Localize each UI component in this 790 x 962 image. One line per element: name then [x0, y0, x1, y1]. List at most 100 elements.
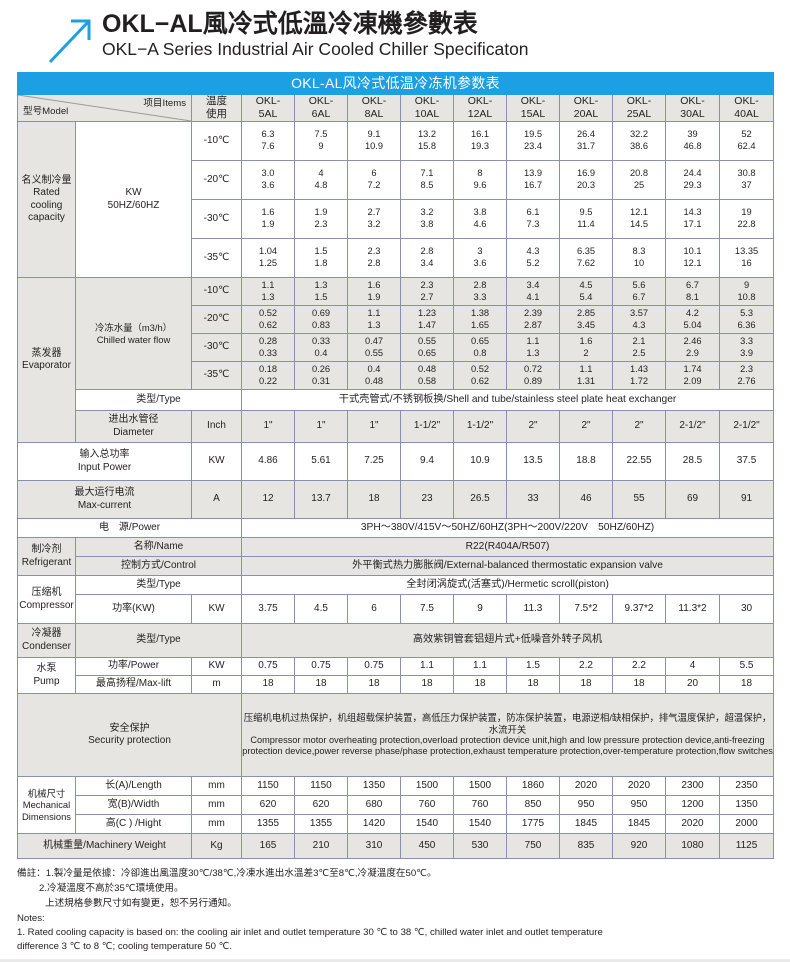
- corner-model-label: 型号Model: [23, 106, 69, 118]
- table-header-row: 型号Model 项目Items 温度 使用 OKL- 5AL OKL- 6AL OK…: [17, 94, 775, 122]
- weight-row: 机械重量/Machinery Weight Kg 165 210 310 450…: [17, 833, 775, 859]
- refrigerant-label: 制冷剂 Refrigerant: [17, 537, 76, 576]
- cooling-2-2: 2.7 3.2: [347, 199, 401, 239]
- evap-temp-2: -30℃: [191, 333, 242, 362]
- cooling-2-6: 9.5 11.4: [559, 199, 613, 239]
- note-cn-2: 2.冷凝溫度不高於35℃環境使用。: [39, 882, 184, 894]
- dimension-1-val-2: 680: [347, 795, 401, 815]
- evap-2-0: 0.28 0.33: [241, 333, 295, 362]
- spec-table-wrap: OKL-AL风冷式低温冷冻机参数表 型号Model 项目Items 温度 使用 …: [0, 72, 790, 859]
- cooling-3-8: 10.1 12.1: [665, 238, 720, 278]
- cooling-3-2: 2.3 2.8: [347, 238, 401, 278]
- evap-3-8: 1.74 2.09: [665, 361, 720, 390]
- compressor-power-val-4: 9: [453, 594, 507, 624]
- pump-power-val-5: 1.5: [506, 657, 560, 676]
- diameter-val-0: 1": [241, 410, 295, 443]
- diameter-val-1: 1": [294, 410, 348, 443]
- max-current-val-7: 55: [612, 480, 666, 519]
- max-current-val-8: 69: [665, 480, 720, 519]
- cooling-1-9: 30.8 37: [718, 160, 775, 200]
- evap-0-7: 5.6 6.7: [612, 277, 666, 306]
- evap-3-6: 1.1 1.31: [559, 361, 613, 390]
- dimension-0-val-5: 1860: [506, 776, 560, 796]
- diameter-row: 进出水管径 Diameter Inch 1" 1" 1" 1-1/2" 1-1/…: [18, 410, 775, 443]
- cooling-3-3: 2.8 3.4: [400, 238, 454, 278]
- cooling-2-5: 6.1 7.3: [506, 199, 560, 239]
- cooling-2-3: 3.2 3.8: [400, 199, 454, 239]
- dimension-0-val-3: 1500: [400, 776, 454, 796]
- cooling-2-4: 3.8 4.6: [453, 199, 507, 239]
- security-text-cn: 压缩机电机过热保护，机组超载保护装置，高低压力保护装置，防冻保护装置，电源逆相/…: [243, 712, 772, 735]
- corner-items-label: 项目Items: [143, 98, 186, 109]
- evap-3-7: 1.43 1.72: [612, 361, 666, 390]
- weight-val-7: 920: [612, 833, 666, 859]
- condenser-row: 冷凝器 Condenser 类型/Type 高效紫铜管套铝翅片式+低噪音外转子风…: [17, 623, 775, 658]
- compressor-power-val-2: 6: [347, 594, 401, 624]
- note-en-2: difference 3 ℃ to 8 ℃; cooling temperatu…: [17, 941, 233, 953]
- evap-2-1: 0.33 0.4: [294, 333, 348, 362]
- max-current-val-6: 46: [559, 480, 613, 519]
- dimension-1-val-1: 620: [294, 795, 348, 815]
- evap-1-8: 4.2 5.04: [665, 305, 720, 334]
- cooling-temp-1: -20℃: [191, 160, 242, 200]
- cooling-1-3: 7.1 8.5: [400, 160, 454, 200]
- evap-3-1: 0.26 0.31: [294, 361, 348, 390]
- dimension-row-0: 机械尺寸 Mechanical Dimensions 长(A)/Length m…: [17, 776, 775, 834]
- cooling-1-4: 8 9.6: [453, 160, 507, 200]
- diameter-unit: Inch: [191, 410, 242, 443]
- model-col-0: OKL- 5AL: [241, 94, 295, 122]
- evap-temp-1: -20℃: [191, 305, 242, 334]
- input-power-val-9: 37.5: [718, 442, 775, 481]
- compressor-power-row: 功率(KW) KW 3.75 4.5 6 7.5 9 11.3 7.5*2 9.…: [18, 594, 775, 624]
- evap-3-2: 0.4 0.48: [347, 361, 401, 390]
- power-row: 电 源/Power 3PH～380V/415V～50HZ/60HZ(3PH～20…: [17, 518, 775, 538]
- dimension-1-val-7: 950: [612, 795, 666, 815]
- compressor-type-value: 全封闭涡旋式(活塞式)/Hermetic scroll(piston): [240, 575, 775, 595]
- input-power-row: 输入总功率 Input Power KW 4.86 5.61 7.25 9.4 …: [17, 442, 775, 481]
- cooling-0-2: 9.1 10.9: [347, 121, 401, 161]
- notes-en-title: Notes:: [17, 912, 45, 924]
- page-title-en: OKL−A Series Industrial Air Cooled Chill…: [102, 39, 529, 59]
- evap-2-5: 1.1 1.3: [506, 333, 560, 362]
- evap-0-2: 1.6 1.9: [347, 277, 401, 306]
- dimension-0-val-4: 1500: [453, 776, 507, 796]
- cooling-1-2: 6 7.2: [347, 160, 401, 200]
- cooling-0-8: 39 46.8: [665, 121, 720, 161]
- evap-2-9: 3.3 3.9: [718, 333, 775, 362]
- condenser-type-label: 类型/Type: [75, 623, 242, 658]
- cooling-row-2: -30℃ 1.6 1.9 1.9 2.3 2.7 3.2 3.2 3.8 3.8 4.6 …: [18, 199, 775, 239]
- title-block: OKL−AL風冷式低溫冷凍機參數表 OKL−A Series Industria…: [102, 10, 529, 60]
- input-power-label: 输入总功率 Input Power: [17, 442, 192, 481]
- evaporator-label: 蒸发器 Evaporator: [17, 277, 76, 443]
- dimension-2-val-7: 1845: [612, 814, 666, 834]
- dimension-label-2: 高(C ) /Hight: [75, 814, 192, 834]
- evap-0-9: 9 10.8: [718, 277, 775, 306]
- pump-power-val-6: 2.2: [559, 657, 613, 676]
- cooling-1-7: 20.8 25: [612, 160, 666, 200]
- evap-3-3: 0.48 0.58: [400, 361, 454, 390]
- dimension-2-val-8: 2020: [665, 814, 720, 834]
- compressor-power-val-8: 11.3*2: [665, 594, 720, 624]
- pump-lift-val-6: 18: [559, 675, 613, 694]
- pump-lift-val-4: 18: [453, 675, 507, 694]
- dimension-0-val-0: 1150: [241, 776, 295, 796]
- cooling-3-6: 6.35 7.62: [559, 238, 613, 278]
- max-current-val-1: 13.7: [294, 480, 348, 519]
- evap-1-9: 5.3 6.36: [718, 305, 775, 334]
- compressor-power-val-3: 7.5: [400, 594, 454, 624]
- diameter-val-7: 2": [612, 410, 666, 443]
- power-value: 3PH～380V/415V～50HZ/60HZ(3PH～200V/220V 50…: [240, 518, 775, 538]
- model-col-5: OKL- 15AL: [506, 94, 560, 122]
- condenser-label: 冷凝器 Condenser: [17, 623, 76, 658]
- model-col-9: OKL- 40AL: [718, 94, 775, 122]
- evaporator-type-value: 干式壳管式/不锈钢板换/Shell and tube/stainless ste…: [240, 389, 775, 411]
- pump-lift-val-1: 18: [294, 675, 348, 694]
- evap-3-5: 0.72 0.89: [506, 361, 560, 390]
- evap-temp-0: -10℃: [191, 277, 242, 306]
- diameter-val-3: 1-1/2": [400, 410, 454, 443]
- weight-val-2: 310: [347, 833, 401, 859]
- pump-lift-val-8: 20: [665, 675, 720, 694]
- evap-0-0: 1.1 1.3: [241, 277, 295, 306]
- page-header: OKL−AL風冷式低溫冷凍機參數表 OKL−A Series Industria…: [0, 0, 790, 72]
- max-current-unit: A: [191, 480, 242, 519]
